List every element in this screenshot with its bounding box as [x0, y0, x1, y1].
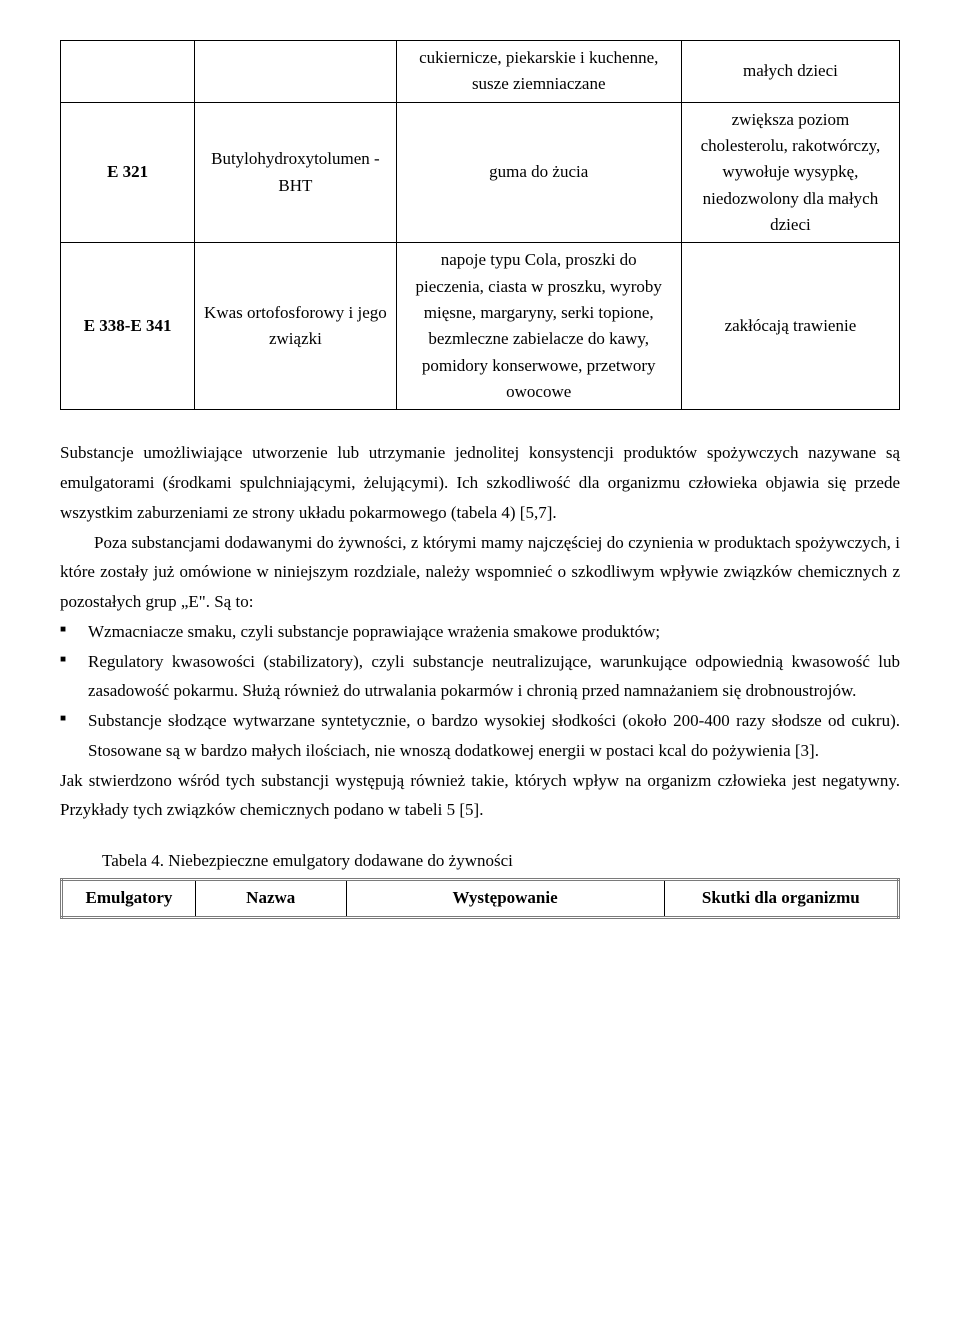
table-row: E 321 Butylohydroxytolumen - BHT guma do… [61, 102, 900, 243]
additives-table-fragment: cukiernicze, piekarskie i kuchenne, susz… [60, 40, 900, 410]
col-header-skutki: Skutki dla organizmu [664, 880, 898, 917]
list-item: Regulatory kwasowości (stabilizatory), c… [60, 647, 900, 707]
emulsifiers-table-header: Emulgatory Nazwa Występowanie Skutki dla… [60, 878, 900, 918]
col-header-nazwa: Nazwa [195, 880, 346, 917]
code-cell [61, 41, 195, 103]
table-header-row: Emulgatory Nazwa Występowanie Skutki dla… [62, 880, 899, 917]
col-header-emulgatory: Emulgatory [62, 880, 196, 917]
table-row: E 338-E 341 Kwas ortofosforowy i jego zw… [61, 243, 900, 410]
list-item: Substancje słodzące wytwarzane syntetycz… [60, 706, 900, 766]
col-header-wystepowanie: Występowanie [346, 880, 664, 917]
use-cell: cukiernicze, piekarskie i kuchenne, susz… [396, 41, 681, 103]
table-4-caption: Tabela 4. Niebezpieczne emulgatory dodaw… [102, 847, 900, 874]
body-paragraph-3: Jak stwierdzono wśród tych substancji wy… [60, 766, 900, 826]
list-item: Wzmacniacze smaku, czyli substancje popr… [60, 617, 900, 647]
body-paragraph-2: Poza substancjami dodawanymi do żywności… [60, 528, 900, 617]
name-cell: Kwas ortofosforowy i jego związki [195, 243, 396, 410]
effect-cell: zakłócają trawienie [681, 243, 899, 410]
use-cell: guma do żucia [396, 102, 681, 243]
use-cell: napoje typu Cola, proszki do pieczenia, … [396, 243, 681, 410]
code-cell: E 338-E 341 [61, 243, 195, 410]
name-cell [195, 41, 396, 103]
code-cell: E 321 [61, 102, 195, 243]
body-paragraph-1: Substancje umożliwiające utworzenie lub … [60, 438, 900, 527]
name-cell: Butylohydroxytolumen - BHT [195, 102, 396, 243]
effect-cell: zwiększa poziom cholesterolu, rakotwórcz… [681, 102, 899, 243]
bullet-list: Wzmacniacze smaku, czyli substancje popr… [60, 617, 900, 766]
effect-cell: małych dzieci [681, 41, 899, 103]
table-row: cukiernicze, piekarskie i kuchenne, susz… [61, 41, 900, 103]
